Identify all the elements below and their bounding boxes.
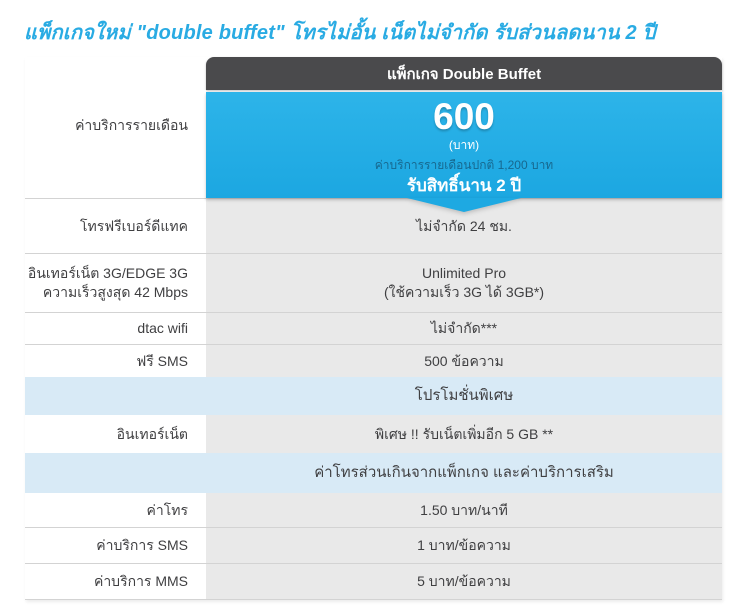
- price-row-label: ค่าบริการรายเดือน: [25, 90, 206, 198]
- table-row-internet-bonus: อินเทอร์เน็ต พิเศษ !! รับเน็ตเพิ่มอีก 5 …: [25, 415, 722, 453]
- row-value: Unlimited Pro (ใช้ความเร็ว 3G ได้ 3GB*): [206, 254, 722, 312]
- row-label-line2: ความเร็วสูงสุด 42 Mbps: [42, 284, 188, 300]
- band-title: โปรโมชั่นพิเศษ: [206, 377, 722, 415]
- band-spacer: [25, 453, 206, 493]
- row-label: โทรฟรีเบอร์ดีแทค: [25, 199, 206, 253]
- price-cell: 600 (บาท) ค่าบริการรายเดือนปกติ 1,200 บา…: [206, 90, 722, 212]
- package-table: แพ็กเกจ Double Buffet ค่าบริการรายเดือน …: [25, 57, 722, 600]
- section-band-excess-charges: ค่าโทรส่วนเกินจากแพ็กเกจ และค่าบริการเสร…: [25, 453, 722, 493]
- price-note: ค่าบริการรายเดือนปกติ 1,200 บาท: [374, 157, 554, 172]
- header-spacer: [25, 57, 206, 90]
- row-label: ฟรี SMS: [25, 345, 206, 377]
- table-row-internet-3g: อินเทอร์เน็ต 3G/EDGE 3G ความเร็วสูงสุด 4…: [25, 253, 722, 312]
- row-label: ค่าโทร: [25, 493, 206, 527]
- row-value: 5 บาท/ข้อความ: [206, 564, 722, 599]
- package-header-bar: แพ็กเกจ Double Buffet: [206, 57, 722, 90]
- price-block: 600 (บาท) ค่าบริการรายเดือนปกติ 1,200 บา…: [206, 92, 722, 212]
- row-value: 500 ข้อความ: [206, 345, 722, 377]
- band-spacer: [25, 377, 206, 415]
- section-band-promotion: โปรโมชั่นพิเศษ: [25, 377, 722, 415]
- row-value: พิเศษ !! รับเน็ตเพิ่มอีก 5 GB **: [206, 415, 722, 453]
- price-amount: 600: [433, 96, 495, 137]
- table-row-free-calls: โทรฟรีเบอร์ดีแทค ไม่จำกัด 24 ชม.: [25, 198, 722, 253]
- row-value: 1.50 บาท/นาที: [206, 493, 722, 527]
- band-title: ค่าโทรส่วนเกินจากแพ็กเกจ และค่าบริการเสร…: [206, 453, 722, 493]
- row-label: dtac wifi: [25, 313, 206, 344]
- table-row-free-sms: ฟรี SMS 500 ข้อความ: [25, 344, 722, 377]
- row-value-line2: (ใช้ความเร็ว 3G ได้ 3GB*): [383, 284, 545, 300]
- price-row: ค่าบริการรายเดือน 600 (บาท) ค่าบริการราย…: [25, 90, 722, 212]
- row-value: ไม่จำกัด***: [206, 313, 722, 344]
- table-row-call-rate: ค่าโทร 1.50 บาท/นาที: [25, 493, 722, 527]
- row-label: ค่าบริการ MMS: [25, 564, 206, 599]
- table-header-row: แพ็กเกจ Double Buffet: [25, 57, 722, 90]
- chevron-down-icon: [407, 198, 521, 212]
- table-row-mms-rate: ค่าบริการ MMS 5 บาท/ข้อความ: [25, 563, 722, 600]
- row-label-line1: อินเทอร์เน็ต 3G/EDGE 3G: [27, 265, 188, 282]
- row-value: 1 บาท/ข้อความ: [206, 528, 722, 563]
- row-label: อินเทอร์เน็ต 3G/EDGE 3G ความเร็วสูงสุด 4…: [25, 254, 206, 312]
- table-row-dtac-wifi: dtac wifi ไม่จำกัด***: [25, 312, 722, 344]
- row-label: อินเทอร์เน็ต: [25, 415, 206, 453]
- page-title: แพ็กเกจใหม่ "double buffet" โทรไม่อั้น เ…: [24, 22, 656, 44]
- price-unit: (บาท): [448, 137, 480, 152]
- row-value-line1: Unlimited Pro: [421, 265, 507, 282]
- price-duration: รับสิทธิ์นาน 2 ปี: [406, 176, 522, 196]
- table-row-sms-rate: ค่าบริการ SMS 1 บาท/ข้อความ: [25, 527, 722, 563]
- row-label: ค่าบริการ SMS: [25, 528, 206, 563]
